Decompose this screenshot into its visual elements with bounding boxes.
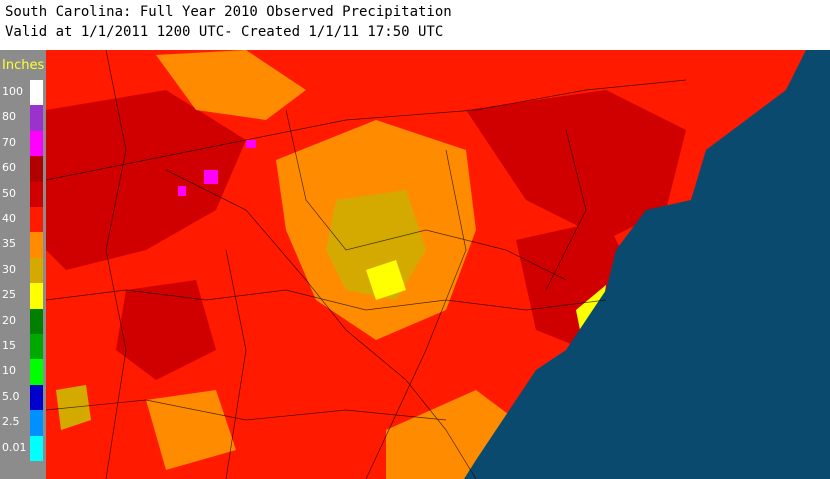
legend-label: 0.01 [2,440,27,454]
legend-swatch [30,156,43,182]
legend-swatch [30,257,43,284]
legend-swatch [30,80,43,106]
header: South Carolina: Full Year 2010 Observed … [0,0,830,50]
map [46,50,830,479]
legend-swatch [30,105,43,131]
boundaries [46,50,687,479]
legend-label: 40 [2,212,16,225]
legend-label: 25 [2,288,16,302]
subtitle: Valid at 1/1/2011 1200 UTC- Created 1/1/… [5,24,444,40]
legend-label: 2.5 [2,415,20,429]
legend-label: 20 [2,313,16,327]
dark-red-areas [46,90,686,380]
legend-swatch [30,334,43,360]
legend: Inches 100 80 70 60 50 40 35 30 25 20 15 10 5.0 2.5 0.… [0,50,46,479]
legend-unit: Inches [2,58,45,73]
ocean [464,50,830,479]
legend-swatch [30,207,43,233]
legend-swatch [30,232,43,258]
title: South Carolina: Full Year 2010 Observed … [5,4,452,20]
legend-label: 80 [2,110,16,124]
legend-label: 30 [2,262,16,276]
legend-label: 10 [2,364,16,378]
legend-label: 60 [2,161,16,175]
legend-label: 70 [2,135,16,149]
yellow-areas [366,260,606,335]
legend-swatch [30,283,43,309]
legend-label: 50 [2,186,16,200]
legend-swatch [30,384,43,411]
legend-swatch [30,130,43,157]
legend-swatch [30,410,43,436]
legend-label: 15 [2,339,16,352]
magenta-spots [178,140,256,196]
legend-swatch [30,359,43,385]
legend-label: 35 [2,237,16,251]
legend-label: 5.0 [2,389,20,403]
legend-swatch [30,308,43,334]
legend-label: 100 [2,85,23,98]
legend-swatch [30,181,43,207]
legend-swatch [30,435,43,461]
